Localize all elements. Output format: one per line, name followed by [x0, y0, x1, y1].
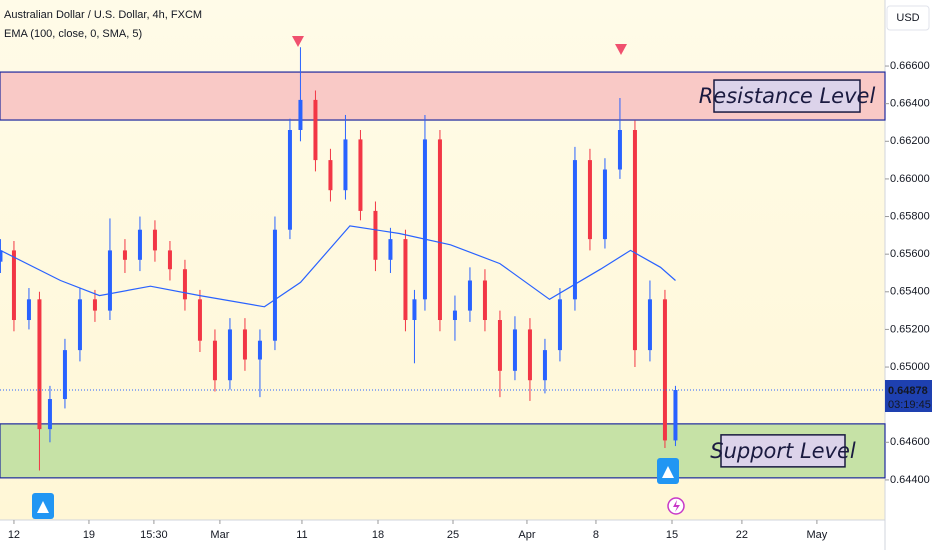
candle-body [587, 160, 592, 240]
y-tick-label: 0.66400 [890, 98, 930, 110]
x-tick-label: Apr [518, 529, 535, 541]
candle-body [662, 299, 667, 441]
x-tick-label: 8 [593, 529, 599, 541]
sell-marker [615, 44, 627, 55]
candle-body [77, 299, 82, 351]
currency: USD [896, 12, 919, 24]
candle-body [107, 250, 112, 311]
candle-body [26, 299, 31, 321]
countdown: 03:19:45 [888, 399, 931, 411]
candle-body [512, 329, 517, 371]
candle-body [602, 169, 607, 240]
candle-body [437, 139, 442, 321]
candle-body [403, 239, 408, 321]
candle-body [11, 250, 16, 321]
x-tick-label: 12 [8, 529, 20, 541]
buy-marker-icon [37, 501, 49, 513]
candle-body [287, 130, 292, 230]
candle-body [343, 139, 348, 191]
zone-label: Resistance Level [699, 84, 876, 108]
candle-body [527, 329, 532, 381]
zone-label: Support Level [710, 439, 856, 463]
y-tick-label: 0.66000 [890, 173, 930, 185]
y-tick-label: 0.64600 [890, 436, 930, 448]
candle-body [647, 299, 652, 351]
x-tick-label: 25 [447, 529, 459, 541]
candle-body [122, 250, 127, 260]
candle-body [152, 229, 157, 251]
candle-body [272, 229, 277, 341]
candle-body [572, 160, 577, 300]
candle-body [373, 210, 378, 260]
candle-body [328, 160, 333, 191]
currency-box[interactable] [886, 5, 930, 31]
x-tick-label: 15 [666, 529, 678, 541]
chart-title: Australian Dollar / U.S. Dollar, 4h, FXC… [4, 9, 202, 21]
candle-body [257, 340, 262, 360]
candle-body [227, 329, 232, 381]
time-axis [0, 520, 885, 550]
zone-label-box [713, 79, 861, 113]
candle-body [182, 269, 187, 300]
x-tick-label: Mar [210, 529, 229, 541]
sell-marker [292, 36, 304, 47]
candle-body [467, 280, 472, 311]
y-tick-label: 0.64400 [890, 474, 930, 486]
y-tick-label: 0.65000 [890, 361, 930, 373]
candle-body [242, 329, 247, 360]
x-tick-label: 11 [296, 529, 307, 541]
candle-body [358, 139, 363, 211]
y-tick-label: 0.66600 [890, 60, 930, 72]
candle-body [452, 310, 457, 321]
candle-body [422, 139, 427, 300]
candle-body [482, 280, 487, 321]
candle-body [557, 299, 562, 351]
zone-label-box [720, 434, 846, 468]
event-icon-bolt [673, 500, 680, 512]
candle-body [37, 299, 42, 430]
candle-body [388, 239, 393, 260]
candle-body [212, 340, 217, 381]
candle-body [92, 299, 97, 311]
price-axis [885, 0, 932, 550]
candle-body [197, 299, 202, 341]
x-tick-label: 18 [372, 529, 384, 541]
x-tick-label: 15:30 [140, 529, 168, 541]
candle-body [137, 229, 142, 260]
y-tick-label: 0.65600 [890, 248, 930, 260]
candle-body [167, 250, 172, 270]
candle-body [47, 399, 52, 430]
candle-body [0, 250, 3, 262]
buy-marker-icon [662, 466, 674, 478]
candle-body [62, 350, 67, 400]
candle-body [298, 99, 303, 130]
y-tick-label: 0.66200 [890, 135, 930, 147]
candle-body [313, 99, 318, 161]
candle-body [617, 130, 622, 170]
ema-line [0, 225, 676, 308]
candle-body [542, 350, 547, 381]
y-tick-label: 0.65800 [890, 210, 930, 222]
last-price: 0.64878 [888, 385, 928, 397]
last-price-badge [885, 380, 932, 412]
x-tick-label: May [807, 529, 828, 541]
candle-body [673, 390, 678, 441]
candle-body [632, 130, 637, 351]
y-tick-label: 0.65200 [890, 323, 930, 335]
indicator-label: EMA (100, close, 0, SMA, 5) [4, 28, 142, 40]
y-tick-label: 0.65400 [890, 286, 930, 298]
candle-body [497, 320, 502, 371]
candle-body [412, 299, 417, 321]
x-tick-label: 22 [736, 529, 748, 541]
x-tick-label: 19 [83, 529, 95, 541]
